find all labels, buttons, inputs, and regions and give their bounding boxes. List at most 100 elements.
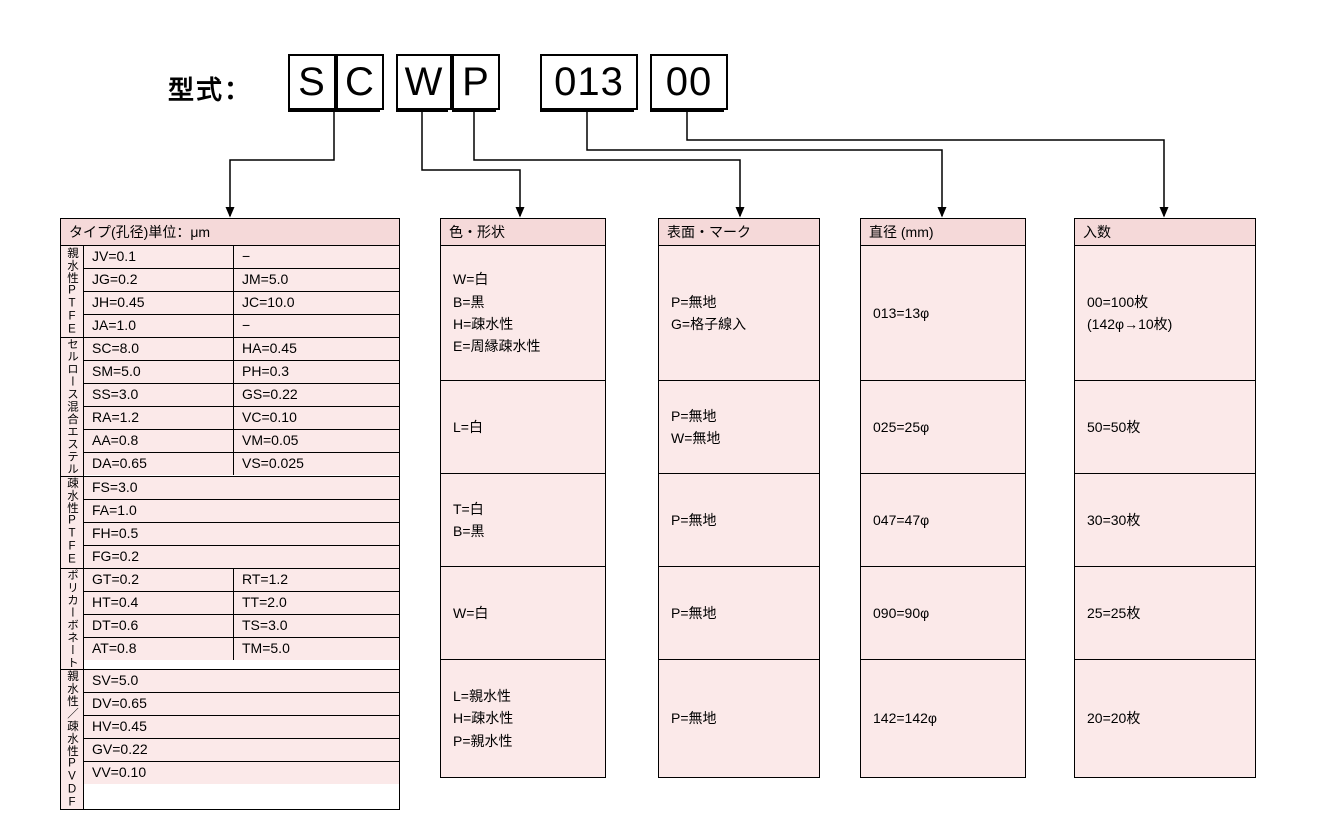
type-cell: TM=5.0 — [234, 638, 399, 660]
cell-line: 20=20枚 — [1087, 707, 1243, 729]
cell-line: P=無地 — [671, 602, 807, 624]
type-cell: HT=0.4 — [84, 592, 234, 614]
type-table-header: タイプ(孔径)単位：μm — [61, 219, 399, 246]
type-cell: FG=0.2 — [84, 546, 399, 568]
type-cell: JH=0.45 — [84, 292, 234, 314]
code-b3: W — [396, 54, 452, 110]
cell-line: T=白 — [453, 498, 593, 520]
type-cell: VC=0.10 — [234, 407, 399, 429]
type-cell: DA=0.65 — [84, 453, 234, 475]
underline-b5 — [540, 110, 634, 112]
type-cell: SV=5.0 — [84, 670, 399, 692]
t3-cell: P=無地 — [659, 474, 819, 567]
t2-cell: T=白B=黒 — [441, 474, 605, 567]
t2-cell: L=親水性H=疎水性P=親水性 — [441, 660, 605, 777]
type-cell: SS=3.0 — [84, 384, 234, 406]
type-cell: FH=0.5 — [84, 523, 399, 545]
type-cell: GV=0.22 — [84, 739, 399, 761]
type-cell: GS=0.22 — [234, 384, 399, 406]
color-shape-table: 色・形状 W=白B=黒H=疎水性E=周縁疎水性L=白T=白B=黒W=白L=親水性… — [440, 218, 606, 778]
type-cell: PH=0.3 — [234, 361, 399, 383]
cell-line: 025=25φ — [873, 416, 1013, 438]
cell-line: 50=50枚 — [1087, 416, 1243, 438]
cell-line: B=黒 — [453, 520, 593, 542]
cell-line: 25=25枚 — [1087, 602, 1243, 624]
type-cell: JA=1.0 — [84, 315, 234, 337]
t3-cell: P=無地W=無地 — [659, 381, 819, 474]
t4-cell: 013=13φ — [861, 246, 1025, 381]
type-cell: DT=0.6 — [84, 615, 234, 637]
t3-cell: P=無地 — [659, 660, 819, 777]
type-cell: − — [234, 246, 399, 268]
type-cell: SC=8.0 — [84, 338, 234, 360]
cell-line: P=無地 — [671, 291, 807, 313]
cell-line: L=白 — [453, 416, 593, 438]
type-cell: DV=0.65 — [84, 693, 399, 715]
surface-mark-table: 表面・マーク P=無地G=格子線入P=無地W=無地P=無地P=無地P=無地 — [658, 218, 820, 778]
t4-cell: 025=25φ — [861, 381, 1025, 474]
type-cell: HV=0.45 — [84, 716, 399, 738]
type-cell: TT=2.0 — [234, 592, 399, 614]
cell-line: 013=13φ — [873, 302, 1013, 324]
t4-cell: 047=47φ — [861, 474, 1025, 567]
type-section-label: ポリカーボネート — [64, 569, 80, 669]
type-cell: JV=0.1 — [84, 246, 234, 268]
type-cell: AA=0.8 — [84, 430, 234, 452]
cell-line: 00=100枚 — [1087, 291, 1243, 313]
cell-line: 047=47φ — [873, 509, 1013, 531]
t2-cell: L=白 — [441, 381, 605, 474]
type-cell: VS=0.025 — [234, 453, 399, 475]
type-cell: − — [234, 315, 399, 337]
code-b5: 013 — [540, 54, 638, 110]
diameter-header: 直径 (mm) — [861, 219, 1025, 246]
type-cell: FS=3.0 — [84, 477, 399, 499]
t3-cell: P=無地G=格子線入 — [659, 246, 819, 381]
type-cell: JC=10.0 — [234, 292, 399, 314]
color-shape-header: 色・形状 — [441, 219, 605, 246]
type-cell: AT=0.8 — [84, 638, 234, 660]
cell-line: (142φ→10枚) — [1087, 313, 1243, 335]
type-section-label: 疎水性PTFE — [64, 477, 80, 567]
cell-line: W=白 — [453, 268, 593, 290]
t2-cell: W=白B=黒H=疎水性E=周縁疎水性 — [441, 246, 605, 381]
type-section-label: 親水性／疎水性PVDF — [64, 670, 80, 810]
cell-line: 142=142φ — [873, 707, 1013, 729]
t5-cell: 50=50枚 — [1075, 381, 1255, 474]
cell-line: P=親水性 — [453, 730, 593, 752]
cell-line: E=周縁疎水性 — [453, 335, 593, 357]
type-cell: JG=0.2 — [84, 269, 234, 291]
type-section-label: セルロース混合エステル — [64, 338, 80, 476]
diameter-table: 直径 (mm) 013=13φ 025=25φ 047=47φ 090=90φ 142=… — [860, 218, 1026, 778]
cell-line: H=疎水性 — [453, 707, 593, 729]
type-cell: RA=1.2 — [84, 407, 234, 429]
cell-line: W=白 — [453, 602, 593, 624]
cell-line: P=無地 — [671, 707, 807, 729]
underline-b3 — [396, 110, 448, 112]
surface-mark-header: 表面・マーク — [659, 219, 819, 246]
cell-line: L=親水性 — [453, 685, 593, 707]
cell-line: P=無地 — [671, 405, 807, 427]
cell-line: G=格子線入 — [671, 313, 807, 335]
type-table: タイプ(孔径)単位：μm 親水性PTFEJV=0.1−JG=0.2JM=5.0J… — [60, 218, 400, 810]
model-label: 型式： — [168, 70, 252, 107]
t3-cell: P=無地 — [659, 567, 819, 660]
t5-cell: 00=100枚(142φ→10枚) — [1075, 246, 1255, 381]
t2-cell: W=白 — [441, 567, 605, 660]
code-b4: P — [452, 54, 500, 110]
underline-b12 — [288, 110, 380, 112]
cell-line: W=無地 — [671, 427, 807, 449]
type-section-label: 親水性PTFE — [64, 247, 80, 337]
type-cell: VV=0.10 — [84, 762, 399, 784]
type-cell: JM=5.0 — [234, 269, 399, 291]
type-cell: RT=1.2 — [234, 569, 399, 591]
type-cell: VM=0.05 — [234, 430, 399, 452]
type-cell: TS=3.0 — [234, 615, 399, 637]
quantity-header: 入数 — [1075, 219, 1255, 246]
underline-b4 — [452, 110, 496, 112]
cell-line: 090=90φ — [873, 602, 1013, 624]
t5-cell: 30=30枚 — [1075, 474, 1255, 567]
code-b6: 00 — [650, 54, 728, 110]
quantity-table: 入数 00=100枚(142φ→10枚) 50=50枚 30=30枚 25=25枚 20… — [1074, 218, 1256, 778]
type-cell: SM=5.0 — [84, 361, 234, 383]
type-cell: GT=0.2 — [84, 569, 234, 591]
